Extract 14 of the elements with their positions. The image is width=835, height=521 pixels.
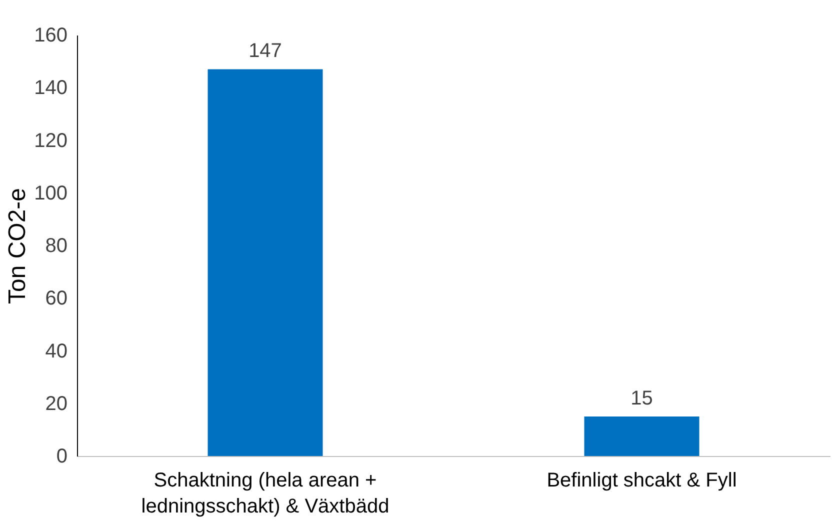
data-label: 15 [630,388,653,410]
y-tick-label: 0 [56,446,68,468]
y-tick-label: 100 [34,182,68,204]
x-tick-label: Schaktning (hela arean + ledningsschakt) & Växtbädd [141,470,390,518]
y-tick-label: 80 [45,235,68,257]
y-tick-label: 120 [34,130,68,152]
x-tick-label: Befinligt shcakt & Fyll [546,470,737,492]
y-tick-label: 20 [45,392,68,415]
y-tick-label: 40 [45,340,68,362]
data-label: 147 [248,40,282,62]
y-tick-label: 160 [34,24,68,46]
y-tick-label: 60 [45,288,68,310]
y-tick-label: 140 [34,77,68,100]
y-axis-title: Ton CO2-e [4,188,32,304]
